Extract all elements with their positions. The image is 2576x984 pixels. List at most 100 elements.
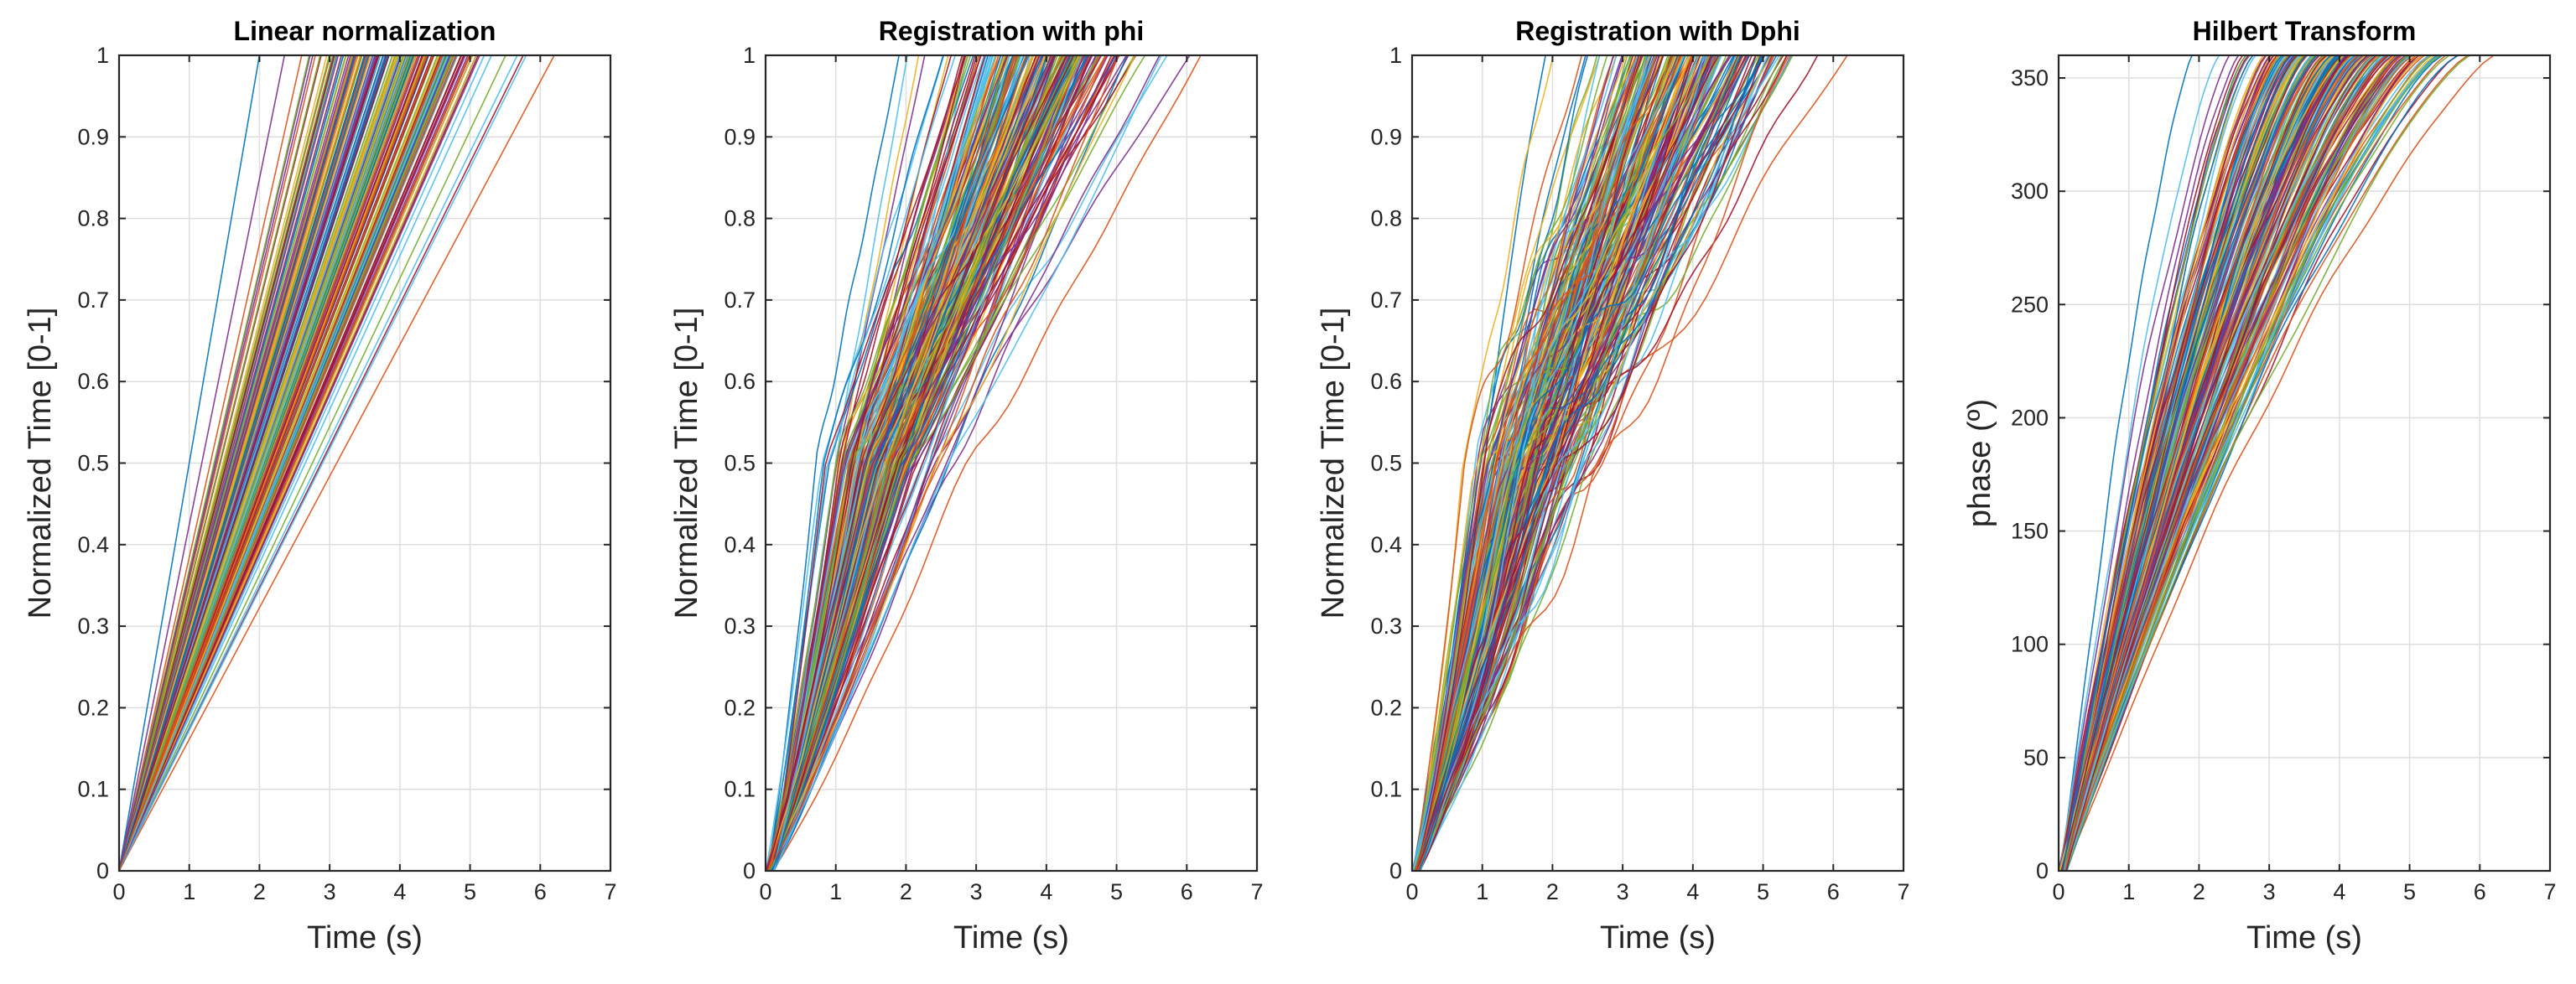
series-line (119, 55, 431, 871)
series-line (1417, 55, 1711, 871)
y-tick-label: 1 (96, 43, 109, 68)
series-line (2059, 55, 2511, 871)
y-tick-label: 200 (2011, 405, 2049, 430)
y-tick-label: 0.6 (1370, 369, 1402, 394)
series-line (773, 55, 1099, 871)
y-axis-label: Normalized Time [0-1] (23, 308, 58, 619)
x-tick-label: 6 (1827, 879, 1840, 904)
curve-group (119, 55, 610, 871)
series-line (119, 55, 597, 871)
series-line (119, 55, 470, 871)
series-line (1418, 55, 1820, 871)
y-tick-label: 0.6 (77, 369, 109, 394)
y-tick-label: 0.8 (77, 206, 109, 231)
series-line (119, 55, 541, 871)
y-tick-label: 0.5 (77, 451, 109, 476)
series-line (771, 55, 1257, 871)
series-line (767, 55, 1232, 871)
series-line (119, 55, 510, 871)
y-tick-label: 1 (1389, 43, 1402, 68)
series-line (1412, 55, 1761, 871)
series-line (119, 55, 532, 871)
series-line (119, 55, 489, 871)
x-tick-label: 6 (2474, 879, 2486, 904)
series-line (119, 55, 421, 871)
series-line (2064, 55, 2444, 871)
series-line (2059, 55, 2482, 871)
series-line (1414, 55, 1810, 871)
chart-title: Registration with phi (879, 16, 1144, 46)
chart-panel-2: 0 1 2 3 4 5 6 7 0 0.1 0.2 0.3 0.4 0.5 0.6 0.7 0.8 0.9 1 Reg… (669, 16, 1264, 956)
series-line (1413, 55, 1652, 871)
series-line (119, 55, 404, 871)
y-tick-label: 0.2 (1370, 695, 1402, 720)
series-line (2059, 55, 2262, 871)
x-tick-label: 7 (1250, 879, 1263, 904)
y-tick-label: 0 (1389, 858, 1402, 883)
y-tick-label: 0.5 (724, 451, 756, 476)
x-tick-label: 0 (759, 879, 771, 904)
y-tick-label: 0.6 (724, 369, 756, 394)
series-line (766, 55, 1189, 871)
x-tick-label: 1 (183, 879, 195, 904)
series-line (1415, 55, 1789, 871)
series-line (119, 55, 562, 871)
x-tick-label: 5 (2403, 879, 2416, 904)
series-line (2064, 55, 2550, 871)
x-tick-label: 0 (112, 879, 125, 904)
series-line (767, 55, 969, 871)
series-line (2064, 55, 2377, 871)
series-line (2066, 55, 2314, 871)
series-line (766, 55, 1150, 871)
series-line (2060, 55, 2486, 871)
y-tick-label: 0.8 (1370, 206, 1402, 231)
series-line (1416, 55, 1850, 871)
x-tick-label: 5 (464, 879, 476, 904)
series-line (119, 55, 383, 871)
series-line (1416, 55, 1786, 871)
y-tick-label: 0.2 (77, 695, 109, 720)
x-axis-label: Time (s) (2246, 920, 2362, 956)
series-line (119, 55, 474, 871)
series-line (2062, 55, 2347, 871)
x-tick-label: 3 (324, 879, 336, 904)
x-tick-label: 3 (2263, 879, 2276, 904)
series-line (1415, 55, 1710, 871)
series-line (119, 55, 400, 871)
x-tick-label: 1 (829, 879, 842, 904)
series-line (771, 55, 1036, 871)
series-line (766, 55, 1015, 871)
series-line (119, 55, 555, 871)
series-line (2063, 55, 2445, 871)
series-line (2059, 55, 2300, 871)
series-line (119, 55, 446, 871)
series-line (771, 55, 1078, 871)
x-tick-label: 4 (1686, 879, 1699, 904)
series-line (771, 55, 1083, 871)
series-line (119, 55, 330, 871)
series-line (119, 55, 416, 871)
y-axis-label: Normalized Time [0-1] (669, 308, 704, 619)
series-line (119, 55, 515, 871)
series-line (2065, 55, 2502, 871)
series-line (1414, 55, 1693, 871)
y-tick-label: 1 (743, 43, 756, 68)
x-tick-label: 2 (2193, 879, 2205, 904)
series-line (119, 55, 519, 871)
series-line (767, 55, 1135, 871)
curve-group (2059, 55, 2550, 871)
x-tick-label: 4 (393, 879, 406, 904)
series-line (119, 55, 409, 871)
series-line (119, 55, 460, 871)
series-line (119, 55, 439, 871)
y-tick-label: 0.5 (1370, 451, 1402, 476)
x-tick-label: 7 (604, 879, 616, 904)
series-line (1418, 55, 1763, 871)
series-line (2064, 55, 2404, 871)
chart-title: Hilbert Transform (2193, 16, 2417, 46)
series-line (2062, 55, 2418, 871)
y-tick-label: 300 (2011, 179, 2049, 204)
y-tick-label: 0 (743, 858, 756, 883)
series-line (1416, 55, 1743, 871)
